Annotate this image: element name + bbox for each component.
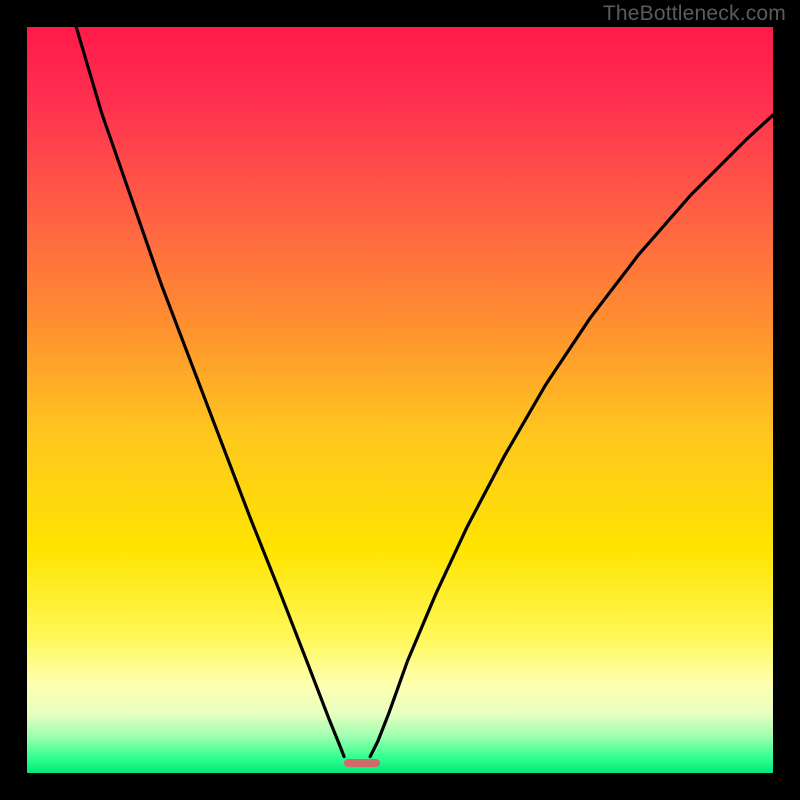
- chart-plot-area: [27, 27, 773, 773]
- left-curve: [76, 27, 344, 757]
- watermark-text: TheBottleneck.com: [603, 2, 786, 26]
- right-curve: [370, 115, 773, 757]
- chart-curves: [27, 27, 773, 773]
- valley-marker: [344, 759, 380, 767]
